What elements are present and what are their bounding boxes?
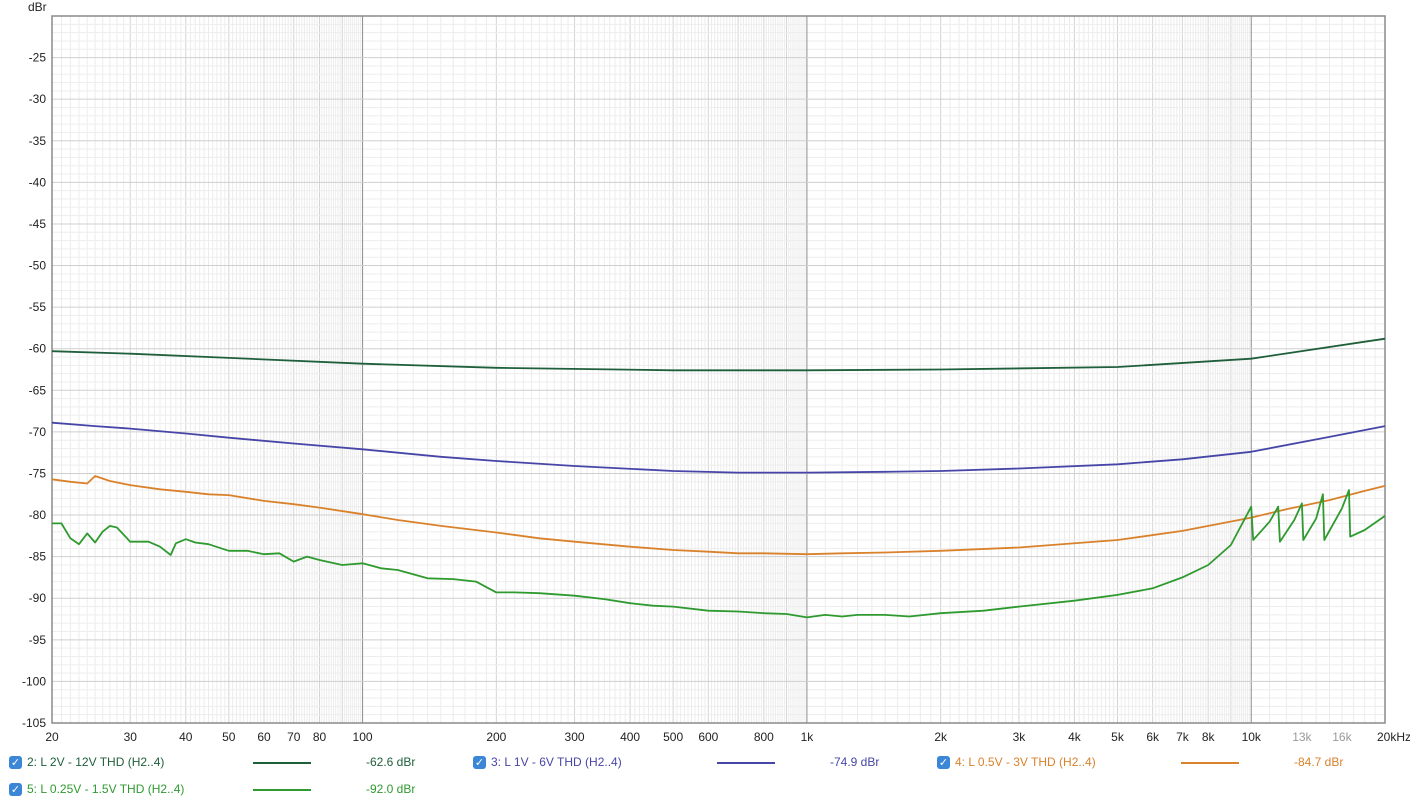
legend-value-series-3: -74.9 dBr <box>830 755 880 769</box>
y-tick-label: -65 <box>29 383 47 397</box>
y-tick-label: -85 <box>29 550 47 564</box>
x-tick-label: 4k <box>1068 730 1082 744</box>
checkbox-series-2[interactable]: ✓ <box>9 756 22 769</box>
x-tick-label: 30 <box>124 730 138 744</box>
series-line-5 <box>52 489 1386 619</box>
x-tick-label: 100 <box>353 730 373 744</box>
y-tick-label: -50 <box>29 259 47 273</box>
legend-row-2: ✓ 5: L 0.25V - 1.5V THD (H2..4) -92.0 dB… <box>0 780 1410 802</box>
legend-value-series-4: -84.7 dBr <box>1294 755 1344 769</box>
x-tick-label: 200 <box>486 730 506 744</box>
legend-swatch-series-5 <box>253 789 311 791</box>
series-lines <box>51 337 1386 619</box>
checkbox-series-4[interactable]: ✓ <box>937 756 950 769</box>
y-tick-label: -35 <box>29 134 47 148</box>
legend-swatch-series-3 <box>717 762 775 764</box>
y-tick-label: -45 <box>29 217 47 231</box>
y-tick-label: -80 <box>29 508 47 522</box>
legend-swatch-series-2 <box>253 762 311 764</box>
series-line-4 <box>51 475 1386 556</box>
checkbox-series-3[interactable]: ✓ <box>473 756 486 769</box>
series-line-3 <box>51 421 1386 474</box>
legend-value-series-5: -92.0 dBr <box>366 782 416 796</box>
x-tick-labels: 20 30 40 50 60 70 80 100 200 300 400 500 600 800 1k 2k 3… <box>45 730 1410 744</box>
x-tick-label: 400 <box>620 730 640 744</box>
y-tick-label: -60 <box>29 342 47 356</box>
y-tick-label: -55 <box>29 300 47 314</box>
legend-swatch-series-4 <box>1181 762 1239 764</box>
series-line-2 <box>51 337 1386 372</box>
x-tick-label: 20 <box>45 730 59 744</box>
x-tick-label: 7k <box>1176 730 1190 744</box>
checkbox-series-5[interactable]: ✓ <box>9 783 22 796</box>
y-axis-label: dBr <box>28 0 47 14</box>
thd-frequency-chart: dBr -25 -30 -35 -40 -45 -50 -55 -60 -65 -70 -75 -80… <box>22 0 1410 744</box>
x-tick-label: 20kHz <box>1377 730 1410 744</box>
x-tick-label: 300 <box>565 730 585 744</box>
x-tick-label: 60 <box>257 730 271 744</box>
legend-row-1: ✓ 2: L 2V - 12V THD (H2..4) -62.6 dBr ✓ … <box>0 753 1410 775</box>
y-tick-label: -105 <box>22 716 46 730</box>
x-tick-label: 5k <box>1111 730 1125 744</box>
x-tick-label: 50 <box>222 730 236 744</box>
x-tick-label: 70 <box>287 730 301 744</box>
x-tick-label: 80 <box>313 730 327 744</box>
x-tick-label: 40 <box>179 730 193 744</box>
legend-label-series-3: 3: L 1V - 6V THD (H2..4) <box>491 755 622 769</box>
legend-label-series-2: 2: L 2V - 12V THD (H2..4) <box>27 755 165 769</box>
y-tick-label: -30 <box>29 92 47 106</box>
y-tick-label: -95 <box>29 633 47 647</box>
x-tick-label: 6k <box>1146 730 1160 744</box>
legend-value-series-2: -62.6 dBr <box>366 755 416 769</box>
y-tick-label: -40 <box>29 175 47 189</box>
legend-label-series-5: 5: L 0.25V - 1.5V THD (H2..4) <box>27 782 185 796</box>
x-tick-label: 1k <box>801 730 815 744</box>
y-tick-labels: -25 -30 -35 -40 -45 -50 -55 -60 -65 -70 -75 -80 -85 -… <box>22 51 46 730</box>
x-tick-label: 3k <box>1013 730 1027 744</box>
x-tick-label: 600 <box>698 730 718 744</box>
x-tick-label: 800 <box>754 730 774 744</box>
x-tick-label: 2k <box>934 730 948 744</box>
y-tick-label: -25 <box>29 51 47 65</box>
x-tick-label: 500 <box>663 730 683 744</box>
x-tick-label: 16k <box>1332 730 1352 744</box>
x-tick-label: 8k <box>1202 730 1216 744</box>
x-tick-label: 13k <box>1292 730 1312 744</box>
y-tick-label: -90 <box>29 591 47 605</box>
x-tick-label: 10k <box>1242 730 1262 744</box>
plot-frame <box>51 15 1386 724</box>
y-tick-label: -100 <box>22 674 46 688</box>
y-tick-label: -70 <box>29 425 47 439</box>
y-tick-label: -75 <box>29 466 47 480</box>
legend-label-series-4: 4: L 0.5V - 3V THD (H2..4) <box>955 755 1096 769</box>
